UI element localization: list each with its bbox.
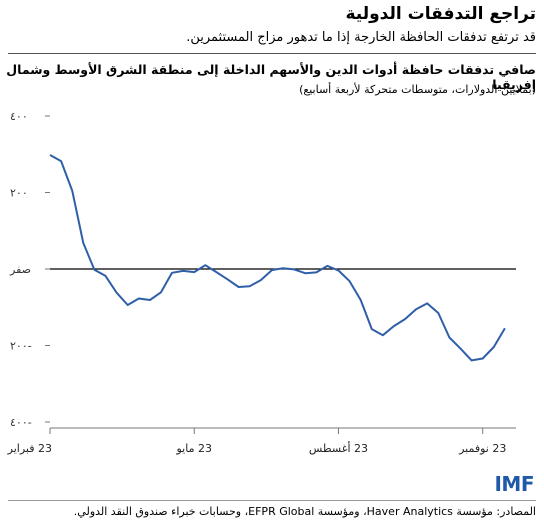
x-tick-label: 23 فبراير [7,442,52,455]
y-tick-label: ٤٠٠- [10,416,32,429]
y-tick-label: صفر [9,263,31,276]
page-subtitle: قد ترتفع تدفقات الحافظة الخارجة إذا ما ت… [186,30,536,45]
top-divider [8,53,536,54]
page-title: تراجع التدفقات الدولية [345,4,536,24]
bottom-divider [8,500,536,501]
x-tick-label: 23 أغسطس [309,441,368,455]
plot-area: ٤٠٠ ٢٠٠ صفر ٢٠٠- ٤٠٠- 23 فبراير 23 مايو 23 أغسط… [7,110,516,455]
chart-title: صافي تدفقات حافظة أدوات الدين والأسهم ال… [6,62,536,92]
x-tick-label: 23 مايو [175,442,211,455]
y-tick-label: ٢٠٠ [10,187,28,200]
x-tick-label: 23 نوفمبر [458,442,506,455]
line-chart: ٤٠٠ ٢٠٠ صفر ٢٠٠- ٤٠٠- 23 فبراير 23 مايو 23 أغسط… [7,110,516,455]
y-tick-label: ٤٠٠ [10,110,28,123]
series-line [49,154,506,362]
imf-logo: IMF [494,472,534,496]
source-note: المصادر: مؤسسة Haver Analytics، ومؤسسة E… [73,505,536,518]
chart-subtitle: (بملايين الدولارات، متوسطات متحركة لأربع… [299,83,536,96]
y-tick-label: ٢٠٠- [10,340,32,353]
